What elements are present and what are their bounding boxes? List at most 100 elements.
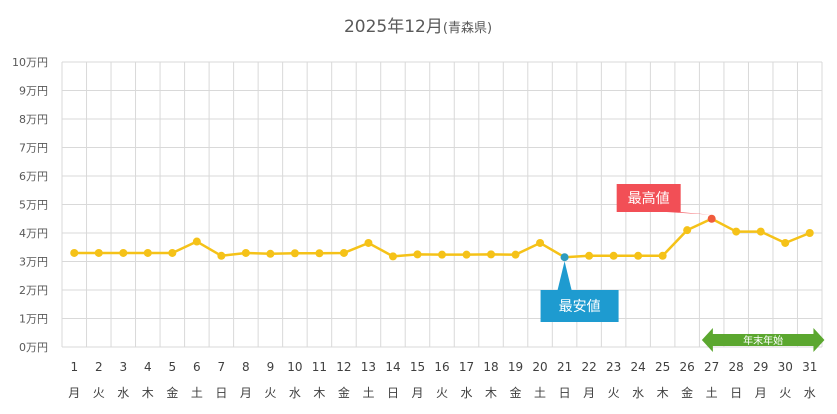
x-tick-day: 17 xyxy=(459,360,474,374)
x-tick-day: 10 xyxy=(287,360,302,374)
x-tick-weekday: 金 xyxy=(681,385,693,400)
x-tick-weekday: 火 xyxy=(436,386,448,400)
x-tick-weekday: 月 xyxy=(583,386,595,400)
x-tick-weekday: 水 xyxy=(804,386,816,400)
x-tick-day: 20 xyxy=(532,360,547,374)
data-point xyxy=(560,253,569,262)
min-callout-pointer xyxy=(557,261,572,290)
data-point xyxy=(364,238,373,247)
y-tick-label: 7万円 xyxy=(19,142,48,155)
x-tick-day: 24 xyxy=(630,360,645,374)
x-tick-weekday: 火 xyxy=(608,386,620,400)
x-tick-day: 8 xyxy=(242,360,250,374)
data-point xyxy=(217,251,226,260)
x-tick-weekday: 月 xyxy=(68,386,80,400)
x-tick-day: 9 xyxy=(267,360,275,374)
x-tick-day: 29 xyxy=(753,360,768,374)
x-tick-day: 18 xyxy=(483,360,498,374)
data-point xyxy=(94,248,103,257)
x-tick-weekday: 木 xyxy=(485,386,497,400)
x-tick-day: 5 xyxy=(169,360,177,374)
data-point xyxy=(143,248,152,257)
x-tick-day: 16 xyxy=(434,360,449,374)
x-tick-weekday: 土 xyxy=(706,386,718,400)
min-callout-label: 最安値 xyxy=(559,299,601,315)
x-tick-day: 19 xyxy=(508,360,523,374)
x-tick-weekday: 土 xyxy=(362,386,374,400)
y-tick-label: 2万円 xyxy=(19,284,48,297)
chart-title-main: 2025年12月 xyxy=(344,17,443,37)
x-tick-weekday: 金 xyxy=(338,385,350,400)
data-point xyxy=(241,248,250,257)
period-label: 年末年始 xyxy=(743,334,783,347)
axes: 0万円1万円2万円3万円4万円5万円6万円7万円8万円9万円10万円1月2火3水… xyxy=(12,56,817,400)
x-tick-day: 4 xyxy=(144,360,152,374)
data-point xyxy=(658,251,667,260)
data-point xyxy=(192,237,201,246)
data-point xyxy=(438,250,446,259)
x-tick-weekday: 火 xyxy=(779,386,791,400)
y-tick-label: 9万円 xyxy=(19,85,48,98)
x-tick-weekday: 月 xyxy=(755,386,767,400)
x-tick-day: 25 xyxy=(655,360,670,374)
y-tick-label: 1万円 xyxy=(19,313,48,326)
x-tick-day: 30 xyxy=(778,360,793,374)
x-tick-day: 28 xyxy=(729,360,744,374)
x-tick-weekday: 日 xyxy=(387,386,399,400)
grid xyxy=(61,61,823,348)
x-tick-day: 7 xyxy=(218,360,226,374)
y-tick-label: 8万円 xyxy=(19,113,48,126)
data-point xyxy=(634,251,643,260)
x-tick-weekday: 水 xyxy=(117,386,129,400)
series xyxy=(70,214,814,262)
data-point xyxy=(487,250,496,259)
x-tick-day: 3 xyxy=(119,360,127,374)
x-tick-weekday: 月 xyxy=(240,386,252,400)
y-tick-label: 0万円 xyxy=(19,341,48,354)
x-tick-day: 23 xyxy=(606,360,621,374)
x-tick-weekday: 水 xyxy=(632,386,644,400)
x-tick-day: 13 xyxy=(361,360,376,374)
data-point xyxy=(462,250,471,259)
data-point xyxy=(781,238,790,247)
data-point xyxy=(805,229,814,237)
data-point xyxy=(683,226,692,235)
data-point xyxy=(388,252,397,261)
data-point xyxy=(756,227,765,236)
x-tick-weekday: 水 xyxy=(289,386,301,400)
x-tick-weekday: 金 xyxy=(510,385,522,400)
x-tick-weekday: 火 xyxy=(93,386,105,400)
x-tick-day: 11 xyxy=(312,360,327,374)
x-tick-weekday: 日 xyxy=(730,386,742,400)
x-tick-weekday: 日 xyxy=(559,386,571,400)
max-callout-pointer xyxy=(666,212,712,215)
data-point xyxy=(413,250,422,259)
x-tick-weekday: 木 xyxy=(142,386,154,400)
x-tick-weekday: 金 xyxy=(166,385,178,400)
x-tick-weekday: 土 xyxy=(191,386,203,400)
x-tick-weekday: 水 xyxy=(461,386,473,400)
y-tick-label: 3万円 xyxy=(19,256,48,269)
x-tick-day: 15 xyxy=(410,360,425,374)
data-point xyxy=(266,249,275,258)
y-tick-label: 10万円 xyxy=(12,56,48,69)
chart-title-sub: (青森県) xyxy=(443,21,492,36)
y-tick-label: 5万円 xyxy=(19,199,48,212)
x-tick-weekday: 月 xyxy=(411,386,423,400)
data-point xyxy=(609,251,618,260)
data-point xyxy=(290,249,299,258)
x-tick-day: 1 xyxy=(70,360,78,374)
x-tick-day: 26 xyxy=(680,360,695,374)
y-tick-label: 4万円 xyxy=(19,227,48,240)
x-tick-day: 2 xyxy=(95,360,103,374)
x-tick-day: 6 xyxy=(193,360,201,374)
data-point xyxy=(707,214,716,223)
data-point xyxy=(315,249,324,258)
x-tick-weekday: 火 xyxy=(264,386,276,400)
x-tick-day: 22 xyxy=(581,360,596,374)
x-tick-day: 31 xyxy=(802,360,817,374)
data-point xyxy=(70,248,79,257)
x-tick-weekday: 木 xyxy=(313,386,325,400)
x-tick-weekday: 土 xyxy=(534,386,546,400)
